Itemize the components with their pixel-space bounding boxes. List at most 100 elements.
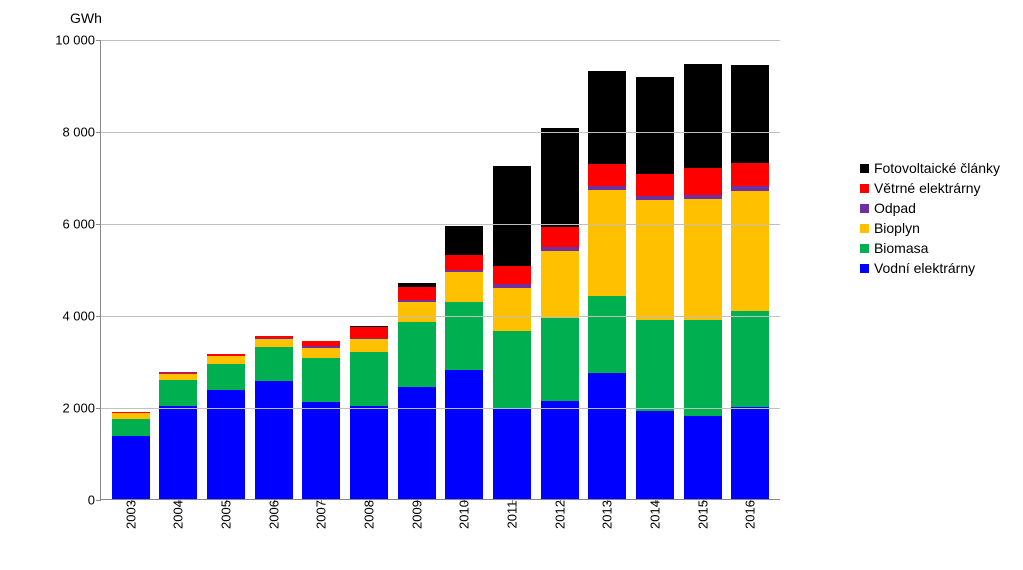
plot-area: 2003200420052006200720082009201020112012…	[100, 40, 780, 500]
x-tick-label: 2007	[314, 500, 329, 529]
x-tick-label: 2009	[409, 500, 424, 529]
bar-segment-vodni	[541, 401, 579, 499]
bar-segment-biomasa	[207, 364, 245, 390]
x-tick-label: 2006	[266, 500, 281, 529]
bar-segment-bioplyn	[588, 190, 626, 295]
bar-segment-bioplyn	[684, 199, 722, 320]
bar-group: 2004	[155, 40, 203, 499]
x-tick-label: 2011	[504, 501, 519, 529]
gridline	[101, 408, 780, 409]
bar-segment-biomasa	[398, 322, 436, 386]
x-tick-label: 2013	[600, 500, 615, 529]
legend-swatch	[860, 224, 869, 233]
bar-segment-foto	[636, 77, 674, 175]
legend-swatch	[860, 264, 869, 273]
x-tick-label: 2008	[362, 500, 377, 529]
legend-label: Větrné elektrárny	[874, 180, 981, 196]
x-tick-label: 2005	[219, 500, 234, 529]
legend-item-vodni: Vodní elektrárny	[860, 260, 1000, 276]
bar-group: 2015	[679, 40, 727, 499]
gridline	[101, 132, 780, 133]
gridline	[101, 40, 780, 41]
bar-segment-vetrne	[541, 227, 579, 246]
bar-segment-biomasa	[588, 296, 626, 373]
bar-group: 2014	[631, 40, 679, 499]
bars-row: 2003200420052006200720082009201020112012…	[101, 40, 780, 499]
bar-segment-vodni	[207, 390, 245, 499]
bar-group: 2003	[107, 40, 155, 499]
y-tick-mark	[96, 316, 101, 317]
x-tick-label: 2016	[743, 500, 758, 529]
bar-segment-biomasa	[493, 331, 531, 408]
bar	[684, 64, 722, 499]
bar-group: 2005	[202, 40, 250, 499]
bar	[636, 77, 674, 499]
bar-segment-vodni	[112, 436, 150, 499]
bar-segment-vodni	[159, 406, 197, 499]
bar-segment-vodni	[493, 408, 531, 499]
y-tick-label: 0	[88, 493, 95, 508]
bar-segment-vodni	[445, 370, 483, 499]
bar-segment-foto	[493, 166, 531, 266]
bar-segment-biomasa	[255, 347, 293, 381]
bar	[255, 336, 293, 499]
bar-segment-vodni	[350, 406, 388, 499]
bar-segment-biomasa	[302, 358, 340, 403]
bar-segment-biomasa	[541, 318, 579, 401]
bar	[159, 372, 197, 499]
bar-segment-biomasa	[112, 419, 150, 436]
y-tick-mark	[96, 40, 101, 41]
bar-segment-bioplyn	[350, 339, 388, 351]
bar-segment-vetrne	[493, 266, 531, 284]
legend: Fotovoltaické články Větrné elektrárny Odp…	[860, 160, 1000, 280]
bar-segment-vetrne	[588, 164, 626, 186]
bar-group: 2012	[536, 40, 584, 499]
x-tick-label: 2010	[457, 500, 472, 529]
y-tick-mark	[96, 500, 101, 501]
legend-label: Odpad	[874, 200, 916, 216]
bar	[302, 341, 340, 499]
bar-segment-foto	[684, 64, 722, 168]
gridline	[101, 224, 780, 225]
legend-label: Biomasa	[874, 240, 928, 256]
bar-segment-bioplyn	[731, 191, 769, 312]
bar-segment-bioplyn	[493, 288, 531, 331]
bar-segment-foto	[731, 65, 769, 163]
legend-item-foto: Fotovoltaické články	[860, 160, 1000, 176]
bar-segment-bioplyn	[255, 339, 293, 347]
bar-group: 2009	[393, 40, 441, 499]
x-tick-label: 2012	[552, 500, 567, 529]
bar-segment-biomasa	[159, 380, 197, 406]
bar-group: 2013	[583, 40, 631, 499]
bar-segment-biomasa	[445, 302, 483, 371]
bar-segment-biomasa	[684, 320, 722, 417]
bar-group: 2006	[250, 40, 298, 499]
bar-segment-biomasa	[636, 320, 674, 412]
legend-label: Bioplyn	[874, 220, 920, 236]
bar-segment-vetrne	[636, 174, 674, 196]
bar-segment-foto	[541, 128, 579, 227]
y-tick-mark	[96, 132, 101, 133]
bar	[541, 128, 579, 499]
legend-label: Vodní elektrárny	[874, 260, 975, 276]
y-tick-mark	[96, 224, 101, 225]
legend-swatch	[860, 164, 869, 173]
legend-swatch	[860, 244, 869, 253]
legend-item-odpad: Odpad	[860, 200, 1000, 216]
bar-segment-bioplyn	[445, 272, 483, 301]
bar-segment-bioplyn	[302, 348, 340, 358]
bar-group: 2016	[726, 40, 774, 499]
bar-segment-biomasa	[350, 352, 388, 406]
bar-segment-bioplyn	[541, 251, 579, 319]
x-tick-label: 2003	[123, 500, 138, 529]
bar-segment-vodni	[588, 373, 626, 499]
bar-segment-bioplyn	[398, 302, 436, 323]
x-tick-label: 2004	[171, 500, 186, 529]
bar-segment-vodni	[731, 407, 769, 499]
y-tick-label: 6 000	[62, 217, 95, 232]
gridline	[101, 316, 780, 317]
bar	[112, 412, 150, 499]
y-axis-title: GWh	[70, 10, 102, 26]
bar-segment-vodni	[636, 411, 674, 499]
bar	[731, 65, 769, 499]
